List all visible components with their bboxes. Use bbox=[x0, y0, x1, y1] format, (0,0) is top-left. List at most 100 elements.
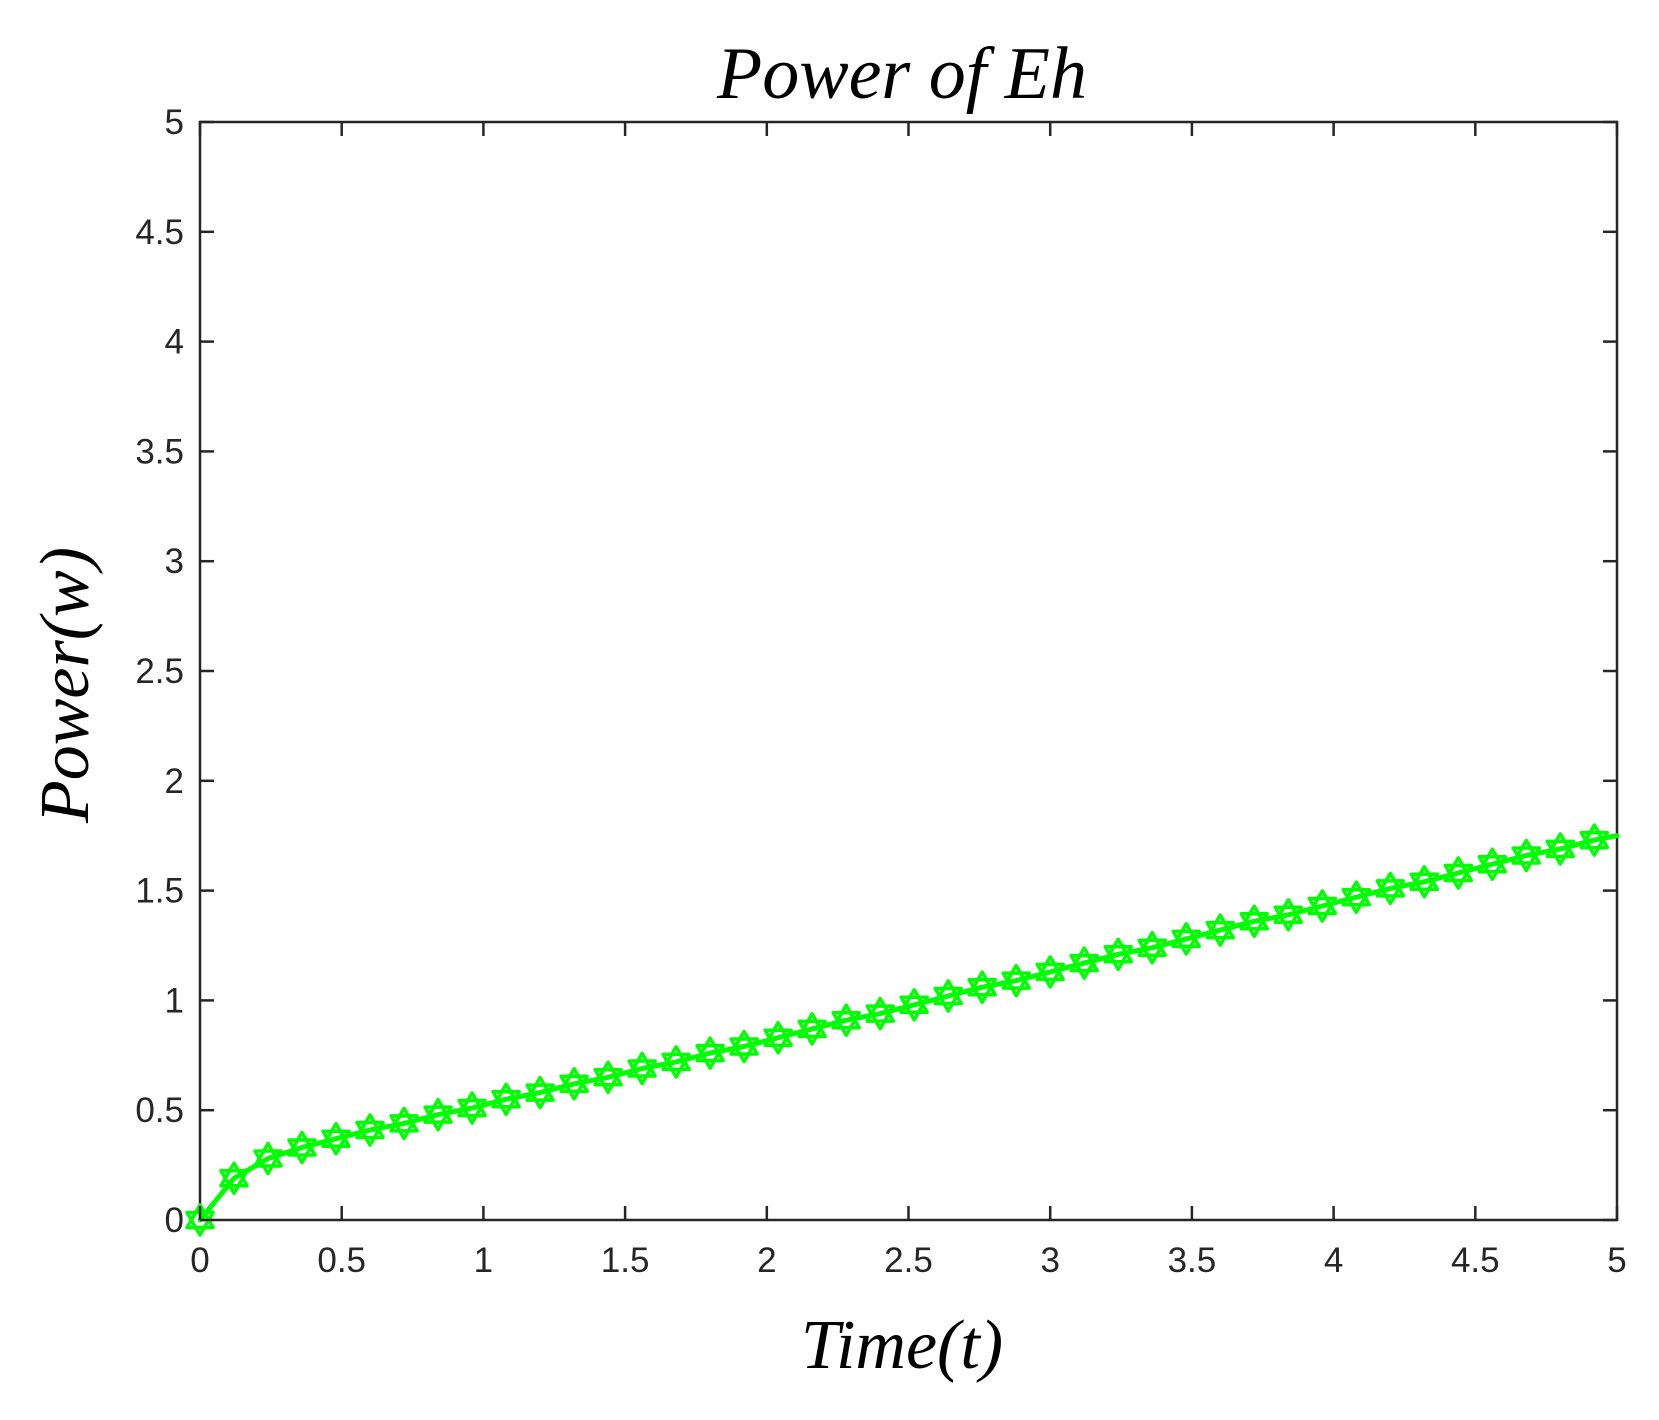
data-point bbox=[1137, 930, 1167, 965]
hexagram-marker-up bbox=[899, 988, 929, 1015]
data-point bbox=[1545, 832, 1576, 866]
hexagram-marker-down bbox=[491, 1089, 521, 1116]
hexagram-marker-up bbox=[185, 1203, 215, 1230]
data-point bbox=[559, 1067, 589, 1101]
x-tick-label: 0.5 bbox=[317, 1241, 366, 1280]
hexagram-marker-down bbox=[1103, 945, 1133, 972]
hexagram-marker-down bbox=[1205, 920, 1235, 947]
x-tick-label: 1.5 bbox=[601, 1241, 650, 1280]
hexagram-marker-up bbox=[1477, 847, 1508, 874]
hexagram-marker-down bbox=[1341, 887, 1372, 914]
data-point bbox=[661, 1045, 691, 1079]
hexagram-marker-up bbox=[593, 1060, 623, 1087]
hexagram-marker-down bbox=[559, 1074, 589, 1101]
hexagram-marker-down bbox=[865, 1004, 895, 1031]
data-point bbox=[1069, 946, 1099, 980]
hexagram-marker-down bbox=[933, 986, 963, 1013]
x-axis-title: Time(t) bbox=[801, 1307, 1003, 1384]
hexagram-marker-up bbox=[321, 1121, 351, 1148]
data-point bbox=[287, 1130, 317, 1165]
data-point bbox=[593, 1060, 623, 1095]
hexagram-marker-up bbox=[389, 1106, 419, 1133]
data-point bbox=[1477, 847, 1508, 881]
data-point bbox=[1409, 865, 1440, 899]
x-tick-label: 3.5 bbox=[1168, 1241, 1217, 1280]
hexagram-marker-down bbox=[389, 1114, 419, 1141]
hexagram-marker-down bbox=[1511, 846, 1542, 873]
x-tick-label: 0 bbox=[190, 1241, 209, 1280]
hexagram-marker-up bbox=[763, 1020, 793, 1047]
x-tick-label: 3 bbox=[1040, 1241, 1059, 1280]
hexagram-marker-up bbox=[491, 1082, 521, 1109]
y-tick-label: 2 bbox=[165, 762, 184, 801]
hexagram-marker-down bbox=[797, 1019, 827, 1046]
data-point bbox=[253, 1141, 283, 1176]
hexagram-marker-down bbox=[321, 1129, 351, 1156]
data-point bbox=[729, 1029, 759, 1064]
hexagram-marker-up bbox=[695, 1036, 725, 1063]
hexagram-marker-up bbox=[1239, 904, 1269, 931]
data-point bbox=[1171, 922, 1201, 956]
hexagram-marker-down bbox=[1137, 938, 1167, 965]
chart-title: Power of Eh bbox=[716, 33, 1087, 115]
hexagram-marker-up bbox=[729, 1029, 759, 1056]
hexagram-marker-down bbox=[1443, 863, 1474, 890]
hexagram-marker-up bbox=[1409, 865, 1440, 892]
x-tick-label: 4 bbox=[1324, 1241, 1343, 1280]
hexagram-marker-down bbox=[1239, 912, 1269, 939]
y-tick-label: 5 bbox=[165, 103, 184, 142]
data-point bbox=[423, 1097, 453, 1132]
hexagram-marker-down bbox=[831, 1010, 861, 1037]
hexagram-marker-down bbox=[695, 1043, 725, 1070]
y-tick-label: 0 bbox=[165, 1201, 184, 1240]
hexagram-marker-up bbox=[1035, 955, 1065, 982]
hexagram-marker-up bbox=[1341, 880, 1372, 907]
y-tick-label: 4.5 bbox=[135, 213, 184, 252]
hexagram-marker-up bbox=[559, 1067, 589, 1094]
hexagram-marker-up bbox=[457, 1091, 487, 1118]
hexagram-marker-up bbox=[525, 1075, 555, 1102]
data-point bbox=[1001, 963, 1031, 998]
tick-layer: 0 0.5 1 1.5 2 2.5 3 3.5 4 4.5 5 0 0.5 1 1.5 2 2.5 3 3.5 4 4.… bbox=[135, 103, 1626, 1280]
hexagram-marker-up bbox=[933, 979, 963, 1006]
hexagram-marker-up bbox=[1307, 889, 1338, 916]
hexagram-marker-down bbox=[1477, 854, 1508, 881]
hexagram-marker-up bbox=[1375, 871, 1406, 898]
hexagram-marker-down bbox=[1375, 879, 1406, 906]
data-point bbox=[797, 1012, 827, 1046]
data-point bbox=[1307, 889, 1338, 923]
data-point bbox=[967, 970, 997, 1004]
hexagram-marker-down bbox=[729, 1037, 759, 1064]
data-point bbox=[865, 996, 895, 1031]
data-point bbox=[491, 1082, 521, 1116]
hexagram-marker-up bbox=[1579, 823, 1610, 850]
hexagram-marker-up bbox=[661, 1045, 691, 1072]
hexagram-marker-up bbox=[1273, 898, 1303, 925]
x-tick-label: 4.5 bbox=[1451, 1241, 1500, 1280]
hexagram-marker-down bbox=[1409, 872, 1440, 899]
data-point bbox=[1103, 937, 1133, 972]
hexagram-marker-down bbox=[355, 1120, 385, 1147]
y-tick-label: 3 bbox=[165, 542, 184, 581]
hexagram-marker-down bbox=[1171, 929, 1201, 956]
hexagram-marker-up bbox=[1205, 913, 1235, 940]
y-tick-label: 4 bbox=[165, 323, 184, 362]
x-tick-label: 1 bbox=[474, 1241, 493, 1280]
hexagram-marker-up bbox=[1069, 946, 1099, 973]
x-tick-label: 2.5 bbox=[884, 1241, 933, 1280]
hexagram-marker-up bbox=[1001, 963, 1031, 990]
hexagram-marker-up bbox=[627, 1051, 657, 1078]
data-point bbox=[1205, 913, 1235, 947]
data-point bbox=[1375, 871, 1406, 906]
y-tick-label: 1 bbox=[165, 981, 184, 1020]
data-point bbox=[1579, 823, 1610, 857]
hexagram-marker-up bbox=[797, 1012, 827, 1039]
hexagram-marker-down bbox=[253, 1149, 283, 1176]
hexagram-marker-up bbox=[1171, 922, 1201, 949]
data-point bbox=[321, 1121, 351, 1156]
y-tick-label: 3.5 bbox=[135, 432, 184, 471]
plot-area bbox=[198, 120, 1619, 1222]
data-point bbox=[933, 979, 963, 1013]
hexagram-marker-up bbox=[1511, 838, 1542, 865]
